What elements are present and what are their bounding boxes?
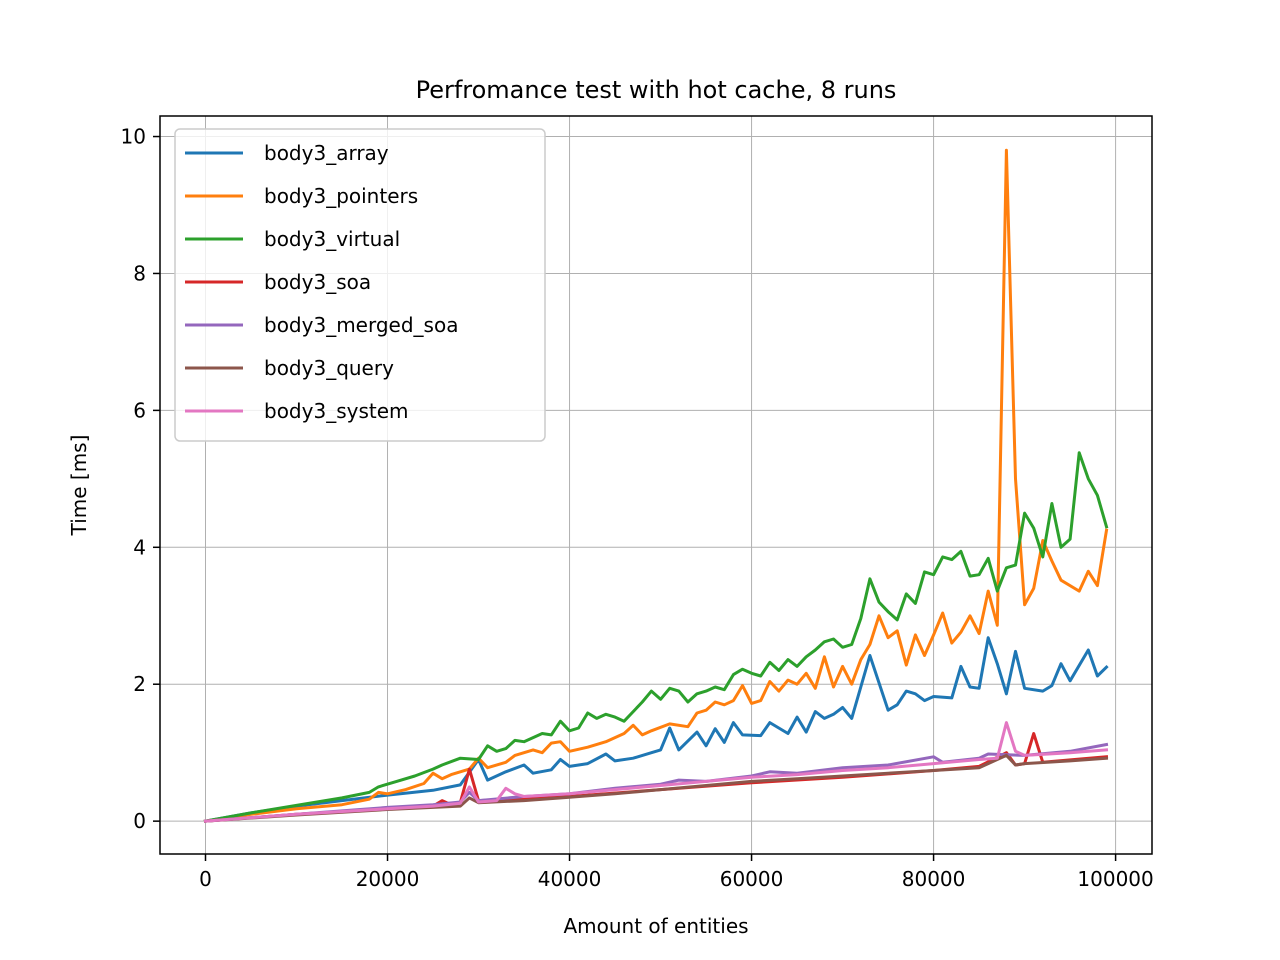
plot-frame <box>159 115 1153 855</box>
series-line-body3_pointers <box>203 148 1109 823</box>
grid <box>160 116 1152 854</box>
y-tick-label: 10 <box>121 125 146 149</box>
series-line-body3_array <box>203 636 1109 823</box>
chart-title: Perfromance test with hot cache, 8 runs <box>416 76 897 104</box>
y-tick-label: 8 <box>133 261 146 285</box>
legend-label: body3_system <box>264 399 409 423</box>
legend-label: body3_pointers <box>264 184 418 208</box>
legend-label: body3_soa <box>264 270 371 294</box>
legend: body3_array body3_pointers body3_virtualbo… <box>174 128 546 442</box>
y-tick-label: 4 <box>133 535 146 559</box>
series-lines <box>203 148 1109 823</box>
axis-ticks: 0 20000 40000 60000 80000 100000 0 2 4 6 8 10 <box>121 125 1154 891</box>
y-tick-label: 0 <box>133 809 146 833</box>
legend-label: body3_query <box>264 356 394 380</box>
y-axis-label: Time [ms] <box>67 435 91 537</box>
series-line-body3_system <box>203 721 1109 823</box>
legend-label: body3_merged_soa <box>264 313 458 337</box>
legend-label: body3_virtual <box>264 227 400 251</box>
y-tick-label: 2 <box>133 672 146 696</box>
series-line-body3_query <box>203 753 1109 823</box>
x-tick-label: 80000 <box>902 867 966 891</box>
x-tick-label: 20000 <box>356 867 420 891</box>
legend-box <box>174 128 546 442</box>
series-line-body3_virtual <box>203 451 1109 823</box>
y-tick-label: 6 <box>133 398 146 422</box>
x-axis-label: Amount of entities <box>563 914 748 938</box>
x-tick-label: 100000 <box>1077 867 1153 891</box>
x-tick-label: 0 <box>199 867 212 891</box>
x-tick-label: 40000 <box>538 867 602 891</box>
legend-label: body3_array <box>264 141 389 165</box>
x-tick-label: 60000 <box>720 867 784 891</box>
